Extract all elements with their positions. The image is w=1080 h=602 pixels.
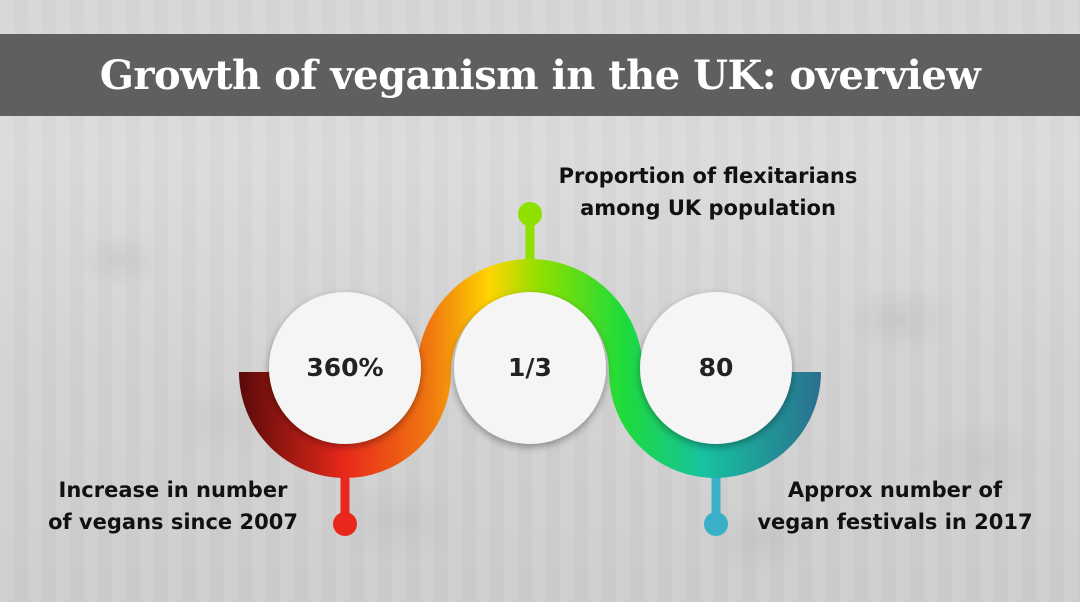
connector-dot-left [333,512,357,536]
stat-value-center: 1/3 [508,353,552,382]
stat-label-line: vegan festivals in 2017 [757,510,1033,534]
connector-dot-right [704,512,728,536]
stat-circle-left [269,292,421,444]
gradient-wave [239,259,821,478]
connector-dot-top [518,202,542,226]
title-bar: Growth of veganism in the UK: overview [0,34,1080,116]
stat-label-line: Approx number of [787,478,1003,502]
stat-circle-right [640,292,792,444]
stat-label-line: Increase in number [58,478,288,502]
stat-label-line: among UK population [580,196,836,220]
stat-label-right: Approx number of vegan festivals in 2017 [750,474,1040,538]
stat-value-left: 360% [306,353,383,382]
stat-label-left: Increase in number of vegans since 2007 [48,474,298,538]
stat-label-center: Proportion of flexitarians among UK popu… [548,160,868,224]
stat-label-line: of vegans since 2007 [48,510,298,534]
stat-value-right: 80 [699,353,734,382]
stat-circle-center [454,292,606,444]
stat-label-line: Proportion of flexitarians [558,164,858,188]
page-title: Growth of veganism in the UK: overview [99,51,981,99]
